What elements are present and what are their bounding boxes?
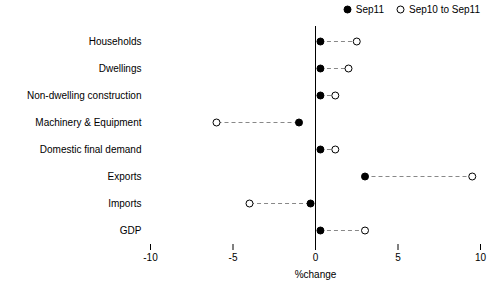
svg-text:Households: Households [89, 36, 142, 47]
svg-text:Non-dwelling construction: Non-dwelling construction [27, 90, 142, 101]
svg-text:Exports: Exports [108, 171, 142, 182]
svg-text:GDP: GDP [120, 225, 142, 236]
svg-text:0: 0 [313, 252, 319, 263]
svg-text:Imports: Imports [108, 198, 141, 209]
svg-text:Dwellings: Dwellings [99, 63, 142, 74]
svg-text:%change: %change [295, 269, 337, 280]
svg-text:5: 5 [395, 252, 401, 263]
html-text:Sep11: Sep11 [355, 3, 384, 15]
html-text:Sep10 to Sep11: Sep10 to Sep11 [409, 3, 480, 15]
svg-text:-10: -10 [143, 252, 158, 263]
svg-text:Machinery & Equipment: Machinery & Equipment [35, 117, 141, 128]
svg-text:-5: -5 [229, 252, 238, 263]
svg-text:Domestic final demand: Domestic final demand [40, 144, 142, 155]
svg-text:10: 10 [475, 252, 487, 263]
